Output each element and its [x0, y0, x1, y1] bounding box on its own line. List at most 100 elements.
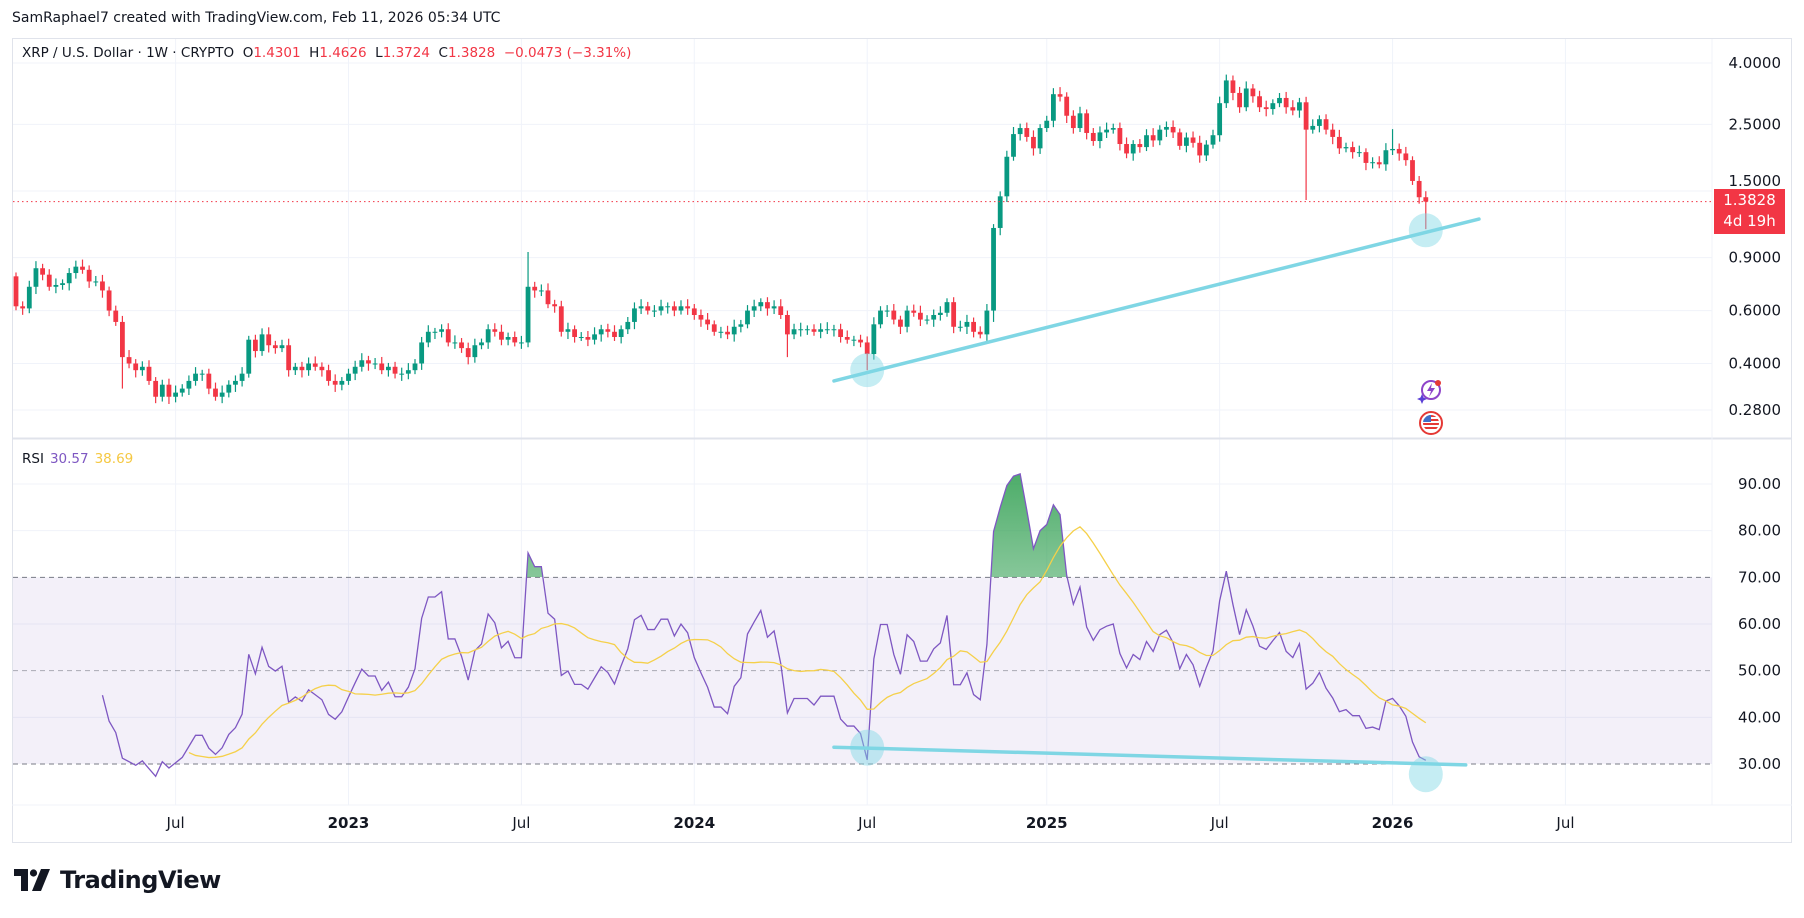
- candle-body: [366, 360, 371, 364]
- candle-body: [1084, 113, 1090, 133]
- rsi-value: 30.57: [49, 451, 89, 467]
- candle: [179, 384, 185, 397]
- candle-body: [964, 321, 970, 327]
- candle: [1117, 122, 1123, 151]
- rsi-axis-label: 80.00: [1738, 522, 1781, 540]
- candle-body: [93, 281, 99, 283]
- price-axis-label: 0.9000: [1729, 249, 1782, 267]
- candle-body: [279, 345, 285, 349]
- candle-body: [166, 384, 172, 397]
- candle-body: [479, 342, 484, 346]
- candle: [785, 310, 790, 358]
- candle: [1330, 123, 1336, 145]
- candle-body: [1263, 107, 1269, 110]
- candle-body: [971, 321, 976, 332]
- tradingview-logo[interactable]: TradingView: [14, 866, 221, 894]
- candle-body: [751, 306, 757, 311]
- candle: [159, 379, 165, 402]
- candle: [452, 335, 458, 349]
- candle: [931, 309, 937, 327]
- time-axis-label: Jul: [166, 814, 185, 832]
- rsi-axis-label: 50.00: [1738, 662, 1781, 680]
- candle: [977, 326, 983, 339]
- candle-body: [1343, 147, 1349, 149]
- candle-body: [259, 334, 265, 352]
- rsi-overbought-fill: [526, 473, 1228, 577]
- candle: [259, 328, 265, 356]
- candle-body: [1104, 129, 1109, 133]
- last-price-value: 1.3828: [1723, 191, 1776, 209]
- candle: [1011, 127, 1016, 161]
- candle-body: [339, 380, 345, 385]
- candle: [765, 297, 770, 316]
- candle-body: [1144, 135, 1149, 148]
- time-axis-label: 2026: [1372, 814, 1414, 832]
- candle: [186, 375, 192, 396]
- candle-body: [1137, 144, 1143, 148]
- candle: [1243, 81, 1249, 112]
- candle-body: [785, 314, 790, 335]
- candle-body: [1277, 97, 1282, 104]
- candle: [904, 305, 910, 333]
- candle: [439, 324, 444, 338]
- candle-body: [658, 306, 664, 311]
- rsi-band: [13, 576, 1712, 765]
- candle: [838, 323, 843, 343]
- candle-body: [811, 329, 817, 332]
- candle: [352, 360, 358, 381]
- candle: [844, 330, 850, 344]
- us-flag-economic-event-icon[interactable]: [1418, 410, 1444, 436]
- candle-body: [1410, 160, 1415, 181]
- candle: [1390, 129, 1395, 156]
- candle-body: [1403, 153, 1409, 161]
- candle-body: [838, 329, 843, 338]
- candle: [120, 315, 125, 389]
- candle-body: [898, 319, 903, 327]
- candle-body: [858, 339, 863, 343]
- candle-body: [299, 366, 305, 371]
- candle-body: [1350, 147, 1356, 153]
- candle: [685, 299, 691, 315]
- candle-body: [459, 342, 464, 349]
- candle-body: [605, 329, 611, 332]
- candle-body: [1370, 162, 1375, 164]
- candle-body: [798, 329, 804, 331]
- candle-body: [60, 283, 65, 285]
- candle: [139, 361, 145, 376]
- low-label: L: [375, 45, 383, 61]
- candle-body: [931, 314, 937, 320]
- candle: [864, 336, 870, 371]
- candle-body: [405, 370, 411, 374]
- candle-body: [392, 366, 398, 374]
- candle: [1164, 121, 1169, 137]
- change-value: −0.0473 (−3.31%): [503, 45, 632, 61]
- candle-body: [1150, 135, 1156, 141]
- tradingview-logo-icon: [14, 869, 50, 891]
- candle: [1097, 126, 1103, 149]
- candle: [891, 304, 897, 325]
- candle-body: [306, 363, 311, 371]
- candle: [1396, 143, 1402, 161]
- time-axis-label: 2023: [328, 814, 370, 832]
- candle-body: [638, 306, 644, 309]
- candle-body: [1177, 132, 1183, 146]
- candle-body: [871, 324, 877, 355]
- candle: [266, 327, 272, 353]
- candle: [878, 306, 883, 329]
- candle-body: [1376, 162, 1382, 165]
- candle: [1423, 191, 1429, 230]
- lightning-event-icon[interactable]: [1417, 378, 1443, 404]
- price-axis-label: 0.2800: [1729, 401, 1782, 419]
- candle: [1110, 123, 1116, 134]
- candle: [1090, 128, 1096, 146]
- candle: [718, 326, 724, 339]
- candle: [858, 334, 863, 348]
- candle: [964, 314, 970, 335]
- candle: [1177, 128, 1183, 150]
- candle: [40, 263, 45, 281]
- drawings[interactable]: [832, 213, 1481, 793]
- candle-body: [40, 268, 45, 275]
- candle: [1230, 75, 1236, 101]
- candle: [272, 340, 278, 354]
